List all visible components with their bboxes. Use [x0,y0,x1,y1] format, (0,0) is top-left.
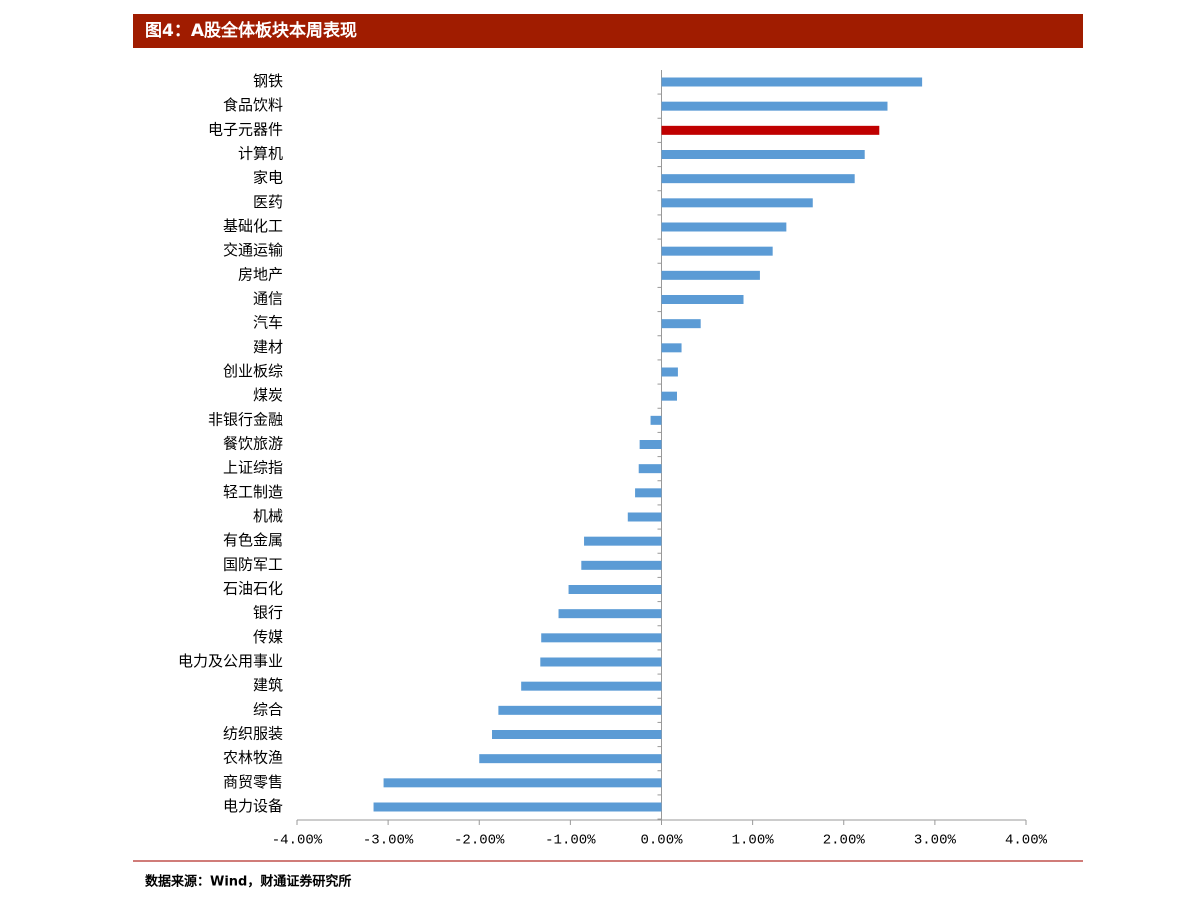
bar [492,730,662,739]
bar [541,633,662,643]
bar [661,198,813,208]
bar [383,778,662,788]
y-tick-label: 基础化工 [223,217,283,235]
bar [568,585,662,594]
y-tick-label: 煤炭 [253,386,283,404]
bar [521,681,662,691]
y-tick-label: 建筑 [253,676,283,694]
bar [479,754,662,764]
bar [661,77,923,87]
y-tick-label: 家电 [253,169,283,187]
x-tick-label: -4.00% [272,833,323,849]
bar [498,705,662,715]
y-tick-label: 电子元器件 [208,120,283,138]
bar [661,391,677,401]
x-tick-label: -1.00% [545,833,596,849]
y-tick-label: 钢铁 [253,72,283,90]
x-tick-label: 3.00% [914,833,957,849]
y-tick-label: 创业板综 [223,362,283,380]
bar [661,222,787,232]
y-tick-label: 非银行金融 [208,410,283,428]
bar [661,270,760,280]
bar [650,415,662,425]
x-tick-label: -3.00% [363,833,414,849]
y-tick-label: 通信 [253,290,283,308]
y-tick-label: 纺织服装 [223,725,283,743]
bar [373,802,662,812]
y-tick-label: 汽车 [253,314,283,332]
y-tick-label: 有色金属 [223,531,283,549]
y-tick-label: 交通运输 [223,241,283,259]
y-tick-label: 综合 [253,700,283,718]
x-tick-label: 0.00% [640,833,683,849]
y-tick-label: 计算机 [238,145,283,163]
y-tick-label: 电力及公用事业 [178,652,283,670]
y-tick-label: 医药 [253,193,283,211]
y-tick-label: 商贸零售 [223,773,283,791]
y-tick-label: 建材 [253,338,283,356]
bar [661,319,701,329]
y-tick-label: 餐饮旅游 [223,435,283,453]
bar [661,367,678,377]
y-tick-label: 上证综指 [223,459,283,477]
source-note: 数据来源：Wind，财通证券研究所 [145,874,351,890]
y-tick-label: 石油石化 [223,580,283,598]
y-tick-label: 食品饮料 [223,96,283,114]
bar [661,343,682,353]
bar [635,488,662,498]
y-tick-label: 机械 [253,507,283,525]
bar [661,125,880,135]
y-tick-label: 国防军工 [223,555,283,573]
bar [558,609,662,619]
bar [661,150,865,159]
y-tick-label: 银行 [253,604,283,622]
bar [661,101,888,111]
y-tick-label: 农林牧渔 [223,749,283,767]
chart-title: 图4：A股全体板块本周表现 [145,20,357,41]
bar [661,295,744,304]
bar [581,560,662,570]
x-tick-label: -2.00% [454,833,505,849]
title-band [133,14,1083,48]
y-tick-label: 轻工制造 [223,483,283,501]
y-tick-label: 传媒 [253,628,283,646]
bar [661,246,773,256]
bar [540,657,662,667]
x-tick-label: 1.00% [732,833,775,849]
y-tick-label: 房地产 [238,265,283,283]
x-tick-label: 2.00% [823,833,866,849]
bar [638,464,662,474]
y-tick-label: 电力设备 [223,797,283,815]
bar [639,440,662,449]
bar [661,174,855,184]
bar [584,536,662,546]
bar [627,512,662,522]
x-tick-label: 4.00% [1005,833,1048,849]
